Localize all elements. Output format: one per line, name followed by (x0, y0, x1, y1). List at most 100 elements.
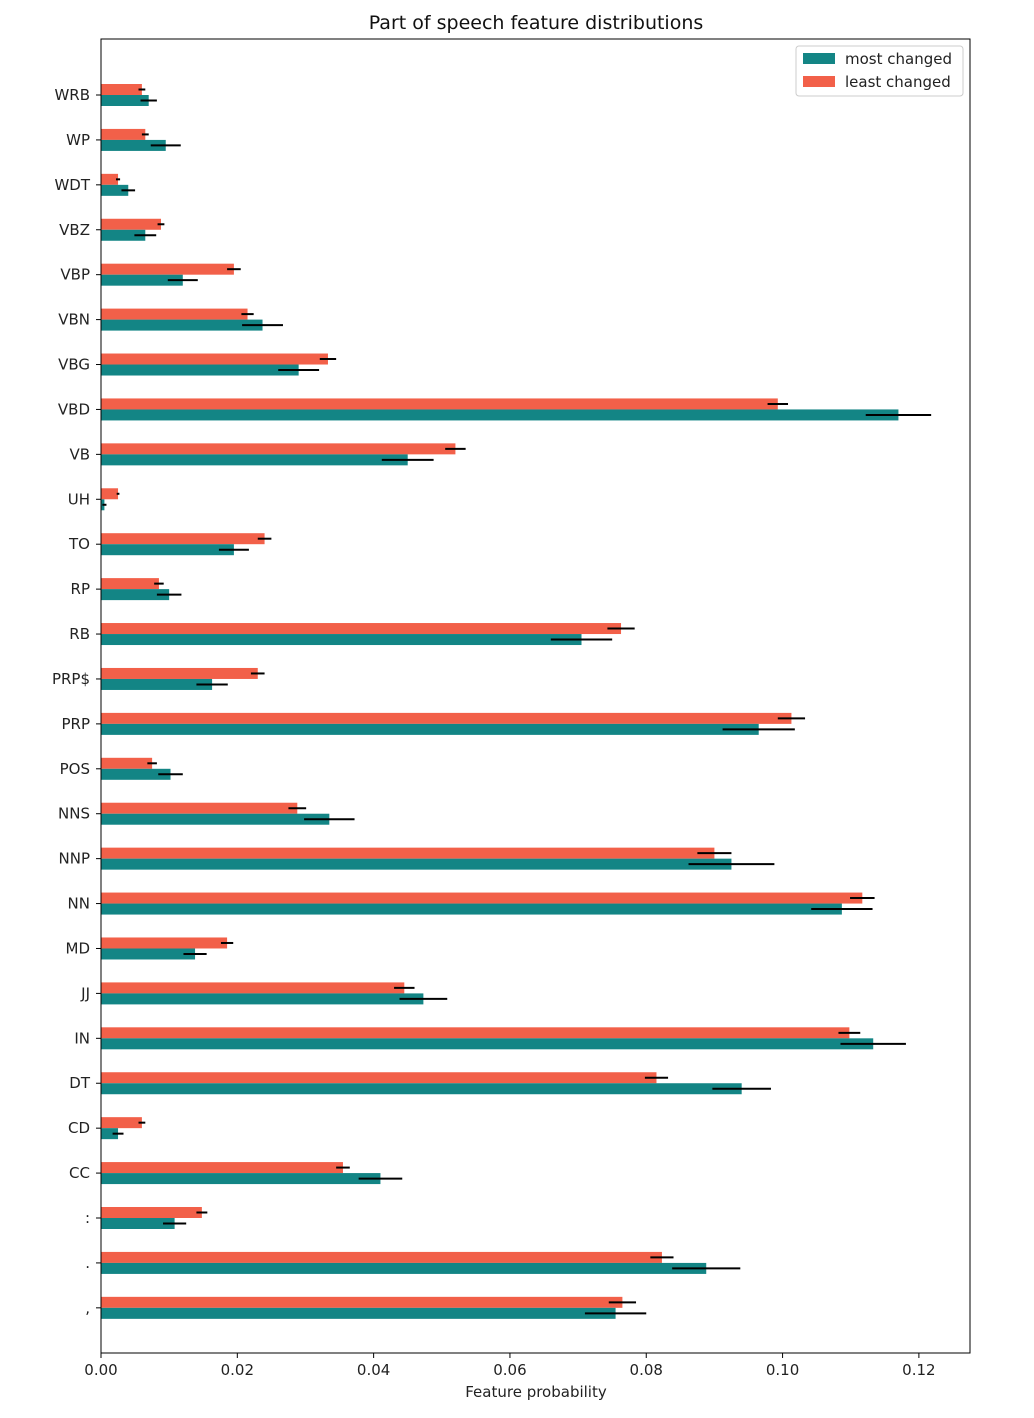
y-tick-label: VB (69, 445, 90, 463)
y-tick-label: POS (60, 760, 90, 778)
bar-least-WP (101, 128, 146, 140)
y-tick-label: NN (68, 895, 90, 913)
bar-least-WDT (101, 173, 119, 185)
x-tick-label: 0.00 (84, 1361, 117, 1379)
bar-least-VBN (101, 308, 248, 320)
y-tick-label: VBP (60, 266, 90, 284)
y-tick-label: PRP$ (52, 670, 90, 688)
bar-most-VB (101, 454, 408, 466)
bar-least-NNS (101, 802, 298, 814)
bar-most-VBN (101, 319, 263, 331)
bar-most-CD (101, 1128, 119, 1140)
legend-box (795, 45, 964, 97)
y-tick-label: NNP (59, 850, 91, 868)
bar-least-: (101, 1207, 202, 1218)
bar-least-VBZ (101, 218, 161, 230)
x-axis: 0.00 0.02 0.04 0.06 0.08 0.10 0.12 (84, 1353, 936, 1379)
bar-most-VBG (101, 364, 299, 376)
bar-most-VBD (101, 409, 899, 421)
y-tick-label: VBN (58, 311, 90, 329)
bar-least-. (101, 1251, 662, 1263)
y-tick-label: UH (68, 490, 90, 508)
bar-least-PRP (101, 712, 792, 724)
y-tick-label: : (85, 1209, 90, 1227)
bar-most-, (101, 1307, 616, 1319)
bar-most-PRP (101, 723, 759, 735)
bar-least-CC (101, 1162, 343, 1174)
x-tick-label: 0.10 (766, 1361, 799, 1379)
y-tick-label: . (85, 1254, 90, 1272)
bars-group (101, 84, 899, 1319)
bar-least-VBD (101, 398, 778, 410)
bar-least-NN (101, 892, 863, 904)
bar-most-MD (101, 948, 196, 960)
x-tick-label: 0.02 (221, 1361, 254, 1379)
y-tick-label: PRP (61, 715, 90, 733)
bar-least-PRP$ (101, 667, 258, 679)
bar-least-MD (101, 937, 228, 949)
bar-least-VBG (101, 353, 328, 365)
bar-most-: (101, 1218, 175, 1229)
bar-most-RB (101, 634, 582, 646)
y-tick-label: RP (71, 580, 90, 598)
y-tick-label: , (85, 1299, 90, 1317)
y-tick-label: NNS (58, 805, 90, 823)
legend-swatch (803, 53, 835, 64)
bar-least-TO (101, 533, 265, 545)
chart-title: Part of speech feature distributions (369, 12, 704, 34)
x-axis-label: Feature probability (465, 1383, 607, 1401)
y-axis: WRB WP WDT VBZ VBP VBN VBG VBD VB UH TO RP RB PRP$ PRP… (52, 86, 101, 1317)
y-tick-label: WDT (54, 176, 90, 194)
y-tick-label: RB (69, 625, 90, 643)
legend-label: least changed (845, 73, 951, 91)
bar-least-CD (101, 1117, 142, 1129)
bar-most-NNP (101, 858, 732, 870)
x-tick-label: 0.06 (493, 1361, 526, 1379)
legend-swatch (803, 76, 835, 87)
y-tick-label: CD (68, 1119, 90, 1137)
legend: most changed least changed (795, 45, 964, 97)
y-tick-label: VBG (58, 356, 90, 374)
y-tick-label: DT (69, 1074, 91, 1092)
bar-most-WDT (101, 184, 129, 196)
bar-most-RP (101, 589, 170, 601)
bar-least-RB (101, 623, 622, 635)
y-tick-label: MD (66, 939, 91, 957)
bar-most-JJ (101, 993, 424, 1005)
bar-least-IN (101, 1027, 850, 1039)
bar-most-WP (101, 139, 166, 151)
plot-frame (100, 38, 971, 1354)
bar-most-NN (101, 903, 842, 915)
y-tick-label: VBZ (59, 221, 90, 239)
bar-least-VB (101, 443, 456, 455)
bar-least-DT (101, 1072, 657, 1084)
bar-least-, (101, 1296, 623, 1308)
bar-least-UH (101, 488, 119, 500)
bar-most-PRP$ (101, 678, 213, 690)
bar-most-. (101, 1262, 707, 1274)
y-tick-label: VBD (58, 400, 90, 418)
errorbars-group (102, 88, 932, 1315)
bar-most-VBP (101, 274, 183, 286)
bar-most-POS (101, 768, 171, 780)
bar-most-VBZ (101, 229, 146, 241)
bar-most-CC (101, 1173, 381, 1185)
y-tick-label: TO (68, 535, 90, 553)
y-tick-label: IN (74, 1029, 90, 1047)
bar-least-JJ (101, 982, 405, 994)
y-tick-label: JJ (80, 984, 90, 1002)
y-tick-label: WP (66, 131, 90, 149)
bar-most-IN (101, 1038, 874, 1050)
x-tick-label: 0.12 (902, 1361, 935, 1379)
bar-least-VBP (101, 263, 234, 275)
bar-least-NNP (101, 847, 715, 859)
legend-label: most changed (845, 50, 952, 68)
bar-least-RP (101, 578, 159, 590)
bar-most-TO (101, 544, 234, 556)
bar-most-DT (101, 1083, 742, 1095)
x-tick-label: 0.04 (357, 1361, 390, 1379)
bar-most-WRB (101, 95, 149, 106)
y-tick-label: WRB (54, 86, 90, 104)
y-tick-label: CC (69, 1164, 90, 1182)
